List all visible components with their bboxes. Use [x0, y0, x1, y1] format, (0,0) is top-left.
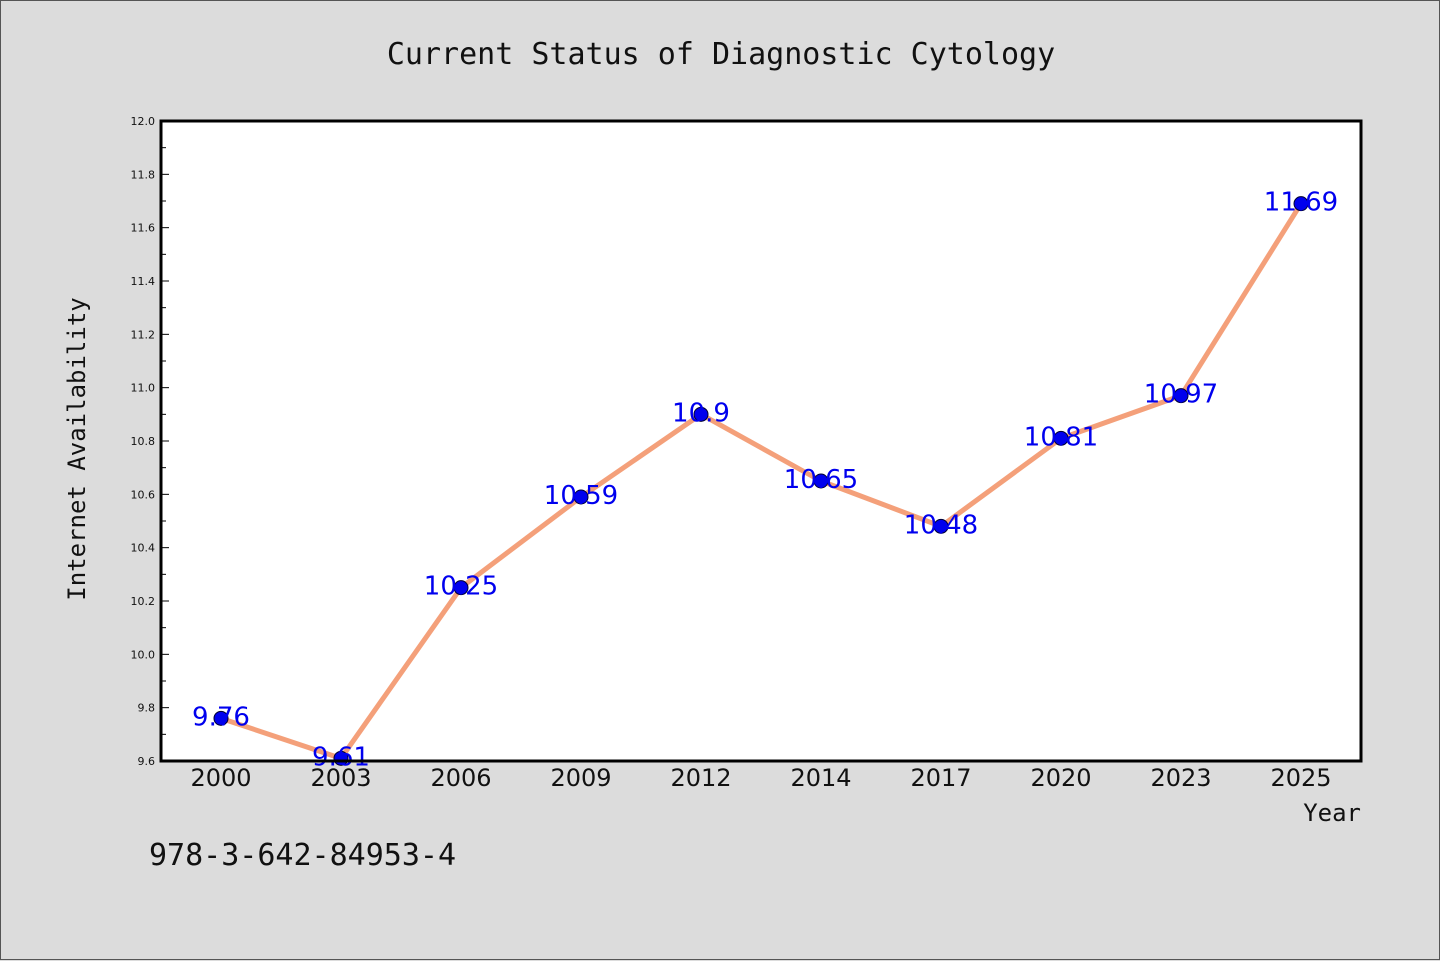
series-line [218, 201, 1304, 761]
y-tick-label: 11.4 [131, 275, 156, 288]
data-point [1053, 430, 1069, 446]
plot-frame [159, 119, 1363, 763]
x-tick-label: 2025 [1270, 764, 1331, 792]
x-tick-label: 2023 [1150, 764, 1211, 792]
x-tick-label: 2000 [190, 764, 251, 792]
y-tick-label: 10.6 [131, 488, 156, 501]
y-tick-label: 11.2 [131, 328, 156, 341]
isbn-text: 978-3-642-84953-4 [149, 838, 456, 873]
data-label: 10.65 [784, 465, 858, 495]
y-tick-label: 11.8 [131, 168, 156, 181]
data-point [813, 473, 829, 489]
y-tick-label: 10.4 [131, 542, 156, 555]
x-tick-label: 2020 [1030, 764, 1091, 792]
data-label: 11.69 [1264, 188, 1338, 218]
y-tick-label: 12.0 [131, 115, 156, 128]
data-point [1173, 388, 1189, 404]
y-tick-label: 10.0 [131, 648, 156, 661]
y-tick-label: 11.6 [131, 222, 156, 235]
x-tick-label: 2006 [430, 764, 491, 792]
x-tick-label: 2017 [910, 764, 971, 792]
plot-area [161, 121, 1361, 761]
axes: 9.6 9.8 10.0 10.2 10.4 10.6 10.8 11.0 11.2 11.4 11… [131, 115, 1332, 792]
x-tick-label: 2009 [550, 764, 611, 792]
data-label: 9.76 [192, 702, 250, 732]
y-tick-label: 9.6 [138, 755, 156, 768]
data-label: 10.25 [424, 572, 498, 602]
data-point [693, 406, 709, 422]
x-tick-label: 2012 [670, 764, 731, 792]
data-label: 10.9 [672, 398, 730, 428]
data-label: 10.97 [1144, 380, 1218, 410]
y-axis-label: Internet Availability [63, 297, 91, 600]
data-point [1293, 196, 1309, 212]
data-point [453, 580, 469, 596]
data-label: 10.48 [904, 510, 978, 540]
data-label: 9.61 [312, 742, 370, 772]
data-label: 10.59 [544, 481, 618, 511]
x-tick-label: 2003 [310, 764, 371, 792]
y-tick-label: 10.2 [131, 595, 156, 608]
chart-title: Current Status of Diagnostic Cytology [387, 37, 1055, 72]
data-point [213, 710, 229, 726]
series-layer: 9.76 9.61 10.25 10.59 10.9 10.65 10.48 10.81 10.… [192, 188, 1338, 773]
data-label: 10.81 [1024, 422, 1098, 452]
x-axis-label: Year [1303, 799, 1361, 827]
y-tick-label: 9.8 [138, 702, 156, 715]
y-tick-label: 11.0 [131, 382, 156, 395]
data-point [933, 518, 949, 534]
data-point [573, 489, 589, 505]
y-tick-label: 10.8 [131, 435, 156, 448]
x-tick-label: 2014 [790, 764, 851, 792]
